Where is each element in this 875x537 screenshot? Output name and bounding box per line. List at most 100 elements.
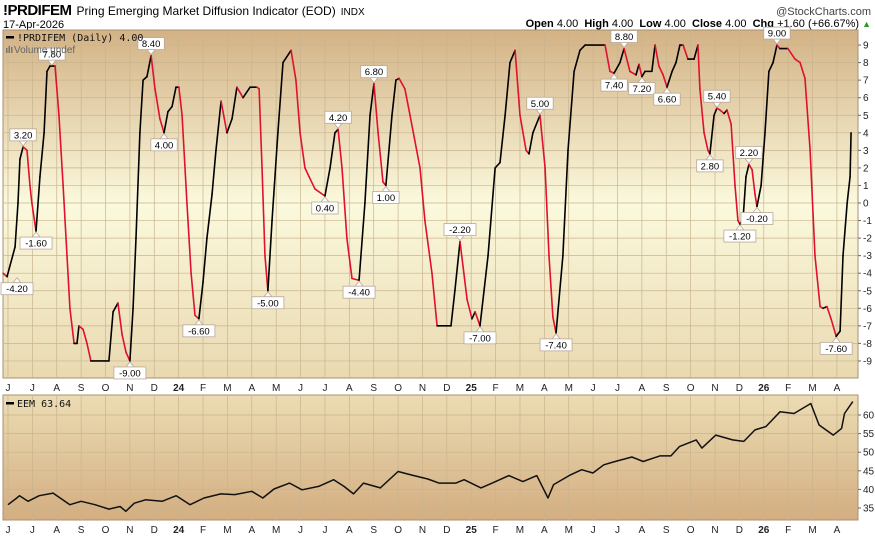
indicator-segment [619, 47, 625, 64]
month-tick-label: A [541, 525, 548, 536]
value-annotation: 8.40 [137, 37, 165, 56]
month-tick-label: S [663, 525, 670, 536]
annotation-text: 4.00 [155, 140, 174, 151]
value-annotation: 3.20 [9, 128, 37, 147]
y-tick-label: 55 [863, 429, 875, 440]
annotation-box [360, 65, 388, 79]
indicator-segment [459, 240, 468, 301]
low-label: Low [639, 18, 662, 30]
annotation-box [324, 110, 352, 124]
indicator-segment [539, 114, 546, 169]
month-tick-label: M [223, 383, 231, 394]
indicator-segment [129, 307, 134, 362]
indicator-segment [846, 175, 851, 204]
indicator-segment [709, 114, 715, 155]
annotation-text: 9.00 [768, 29, 787, 40]
month-tick-label: O [687, 525, 695, 536]
indicator-segment [190, 272, 196, 317]
month-tick-label: M [565, 383, 573, 394]
indicator-segment [271, 132, 279, 222]
indicator-segment [282, 49, 292, 64]
indicator-segment [132, 237, 137, 310]
indicator-segment [202, 237, 208, 283]
y-tick-label: 1 [863, 181, 869, 192]
annotation-text: -5.00 [257, 298, 279, 309]
annotation-box [342, 285, 376, 299]
indicator-segment [745, 163, 750, 178]
month-tick-label: F [200, 525, 206, 536]
indicator-segment [142, 75, 148, 81]
indicator-segment [519, 114, 527, 152]
indicator-segment [226, 117, 233, 134]
indicator-segment [223, 116, 228, 134]
value-annotation: -0.20 [740, 206, 774, 225]
indicator-segment [258, 88, 263, 169]
indicator-segment [509, 49, 516, 64]
value-annotation: -7.00 [463, 326, 497, 344]
indicator-segment [341, 167, 348, 239]
indicator-segment [215, 100, 222, 152]
month-tick-label: D [736, 525, 743, 536]
annotation-text: -7.60 [825, 344, 847, 355]
indicator-segment [713, 107, 718, 117]
indicator-segment [39, 132, 45, 178]
y-tick-label: -2 [863, 234, 872, 245]
indicator-segment [849, 132, 852, 178]
annotation-text: 5.40 [708, 92, 727, 103]
indicator-segment [314, 188, 326, 197]
indicator-segment [809, 149, 816, 257]
indicator-segment [181, 114, 188, 204]
indicator-segment [66, 254, 71, 310]
value-annotation: -6.60 [182, 319, 216, 337]
month-tick-label: D [736, 383, 743, 394]
value-annotation: -9.00 [113, 361, 147, 379]
indicator-grid [3, 30, 858, 378]
indicator-segment [662, 74, 668, 88]
indicator-segment [236, 86, 244, 99]
indicator-segment [471, 311, 476, 320]
annotation-text: 4.20 [329, 113, 348, 124]
month-tick-label: F [785, 383, 791, 394]
value-annotation: 7.80 [38, 47, 66, 66]
annotation-box [723, 229, 757, 243]
month-tick-label: M [272, 525, 280, 536]
indicator-segment [514, 49, 521, 117]
month-tick-label: S [370, 525, 377, 536]
indicator-segment [654, 44, 660, 67]
indicator-segment [772, 44, 778, 64]
month-tick-label: O [687, 383, 695, 394]
eem-panel-background [2, 394, 859, 521]
brand-link[interactable]: @StockCharts.com [776, 6, 871, 18]
indicator-segment [697, 44, 701, 90]
indicator-segment [544, 167, 550, 257]
annotation-text: -7.40 [545, 340, 567, 351]
month-tick-label: J [6, 383, 11, 394]
annotation-text: -6.60 [188, 326, 210, 337]
y-tick-label: 0 [863, 199, 869, 210]
indicator-segment [699, 88, 705, 134]
annotation-box [600, 78, 628, 92]
indicator-segment [29, 184, 33, 204]
indicator-segment [528, 132, 534, 155]
annotation-text: 7.40 [605, 81, 624, 92]
annotation-text: 2.80 [701, 161, 720, 172]
indicator-segment [351, 277, 360, 282]
indicator-segment [787, 47, 796, 60]
annotation-box [740, 212, 774, 225]
month-tick-label: A [639, 525, 646, 536]
value-annotation: -4.20 [0, 277, 34, 295]
annotation-box [610, 30, 638, 43]
month-tick-label: J [30, 525, 35, 536]
indicator-segment [682, 44, 689, 60]
month-tick-label: N [126, 383, 133, 394]
indicator-segment [163, 110, 169, 134]
month-tick-label: A [248, 383, 255, 394]
indicator-segment [466, 298, 473, 320]
indicator-segment [22, 146, 28, 152]
month-tick-label: O [394, 383, 402, 394]
axes: J J A S O N D 24 F M A M J J A S O N D 25 F M A M J J A S O N D 26 F M A98… [6, 41, 875, 536]
indicator-segment [629, 70, 637, 76]
y-tick-label: 2 [863, 163, 869, 174]
value-annotation: 4.20 [324, 110, 352, 129]
eem-legend: EEM 63.64 [6, 399, 71, 410]
